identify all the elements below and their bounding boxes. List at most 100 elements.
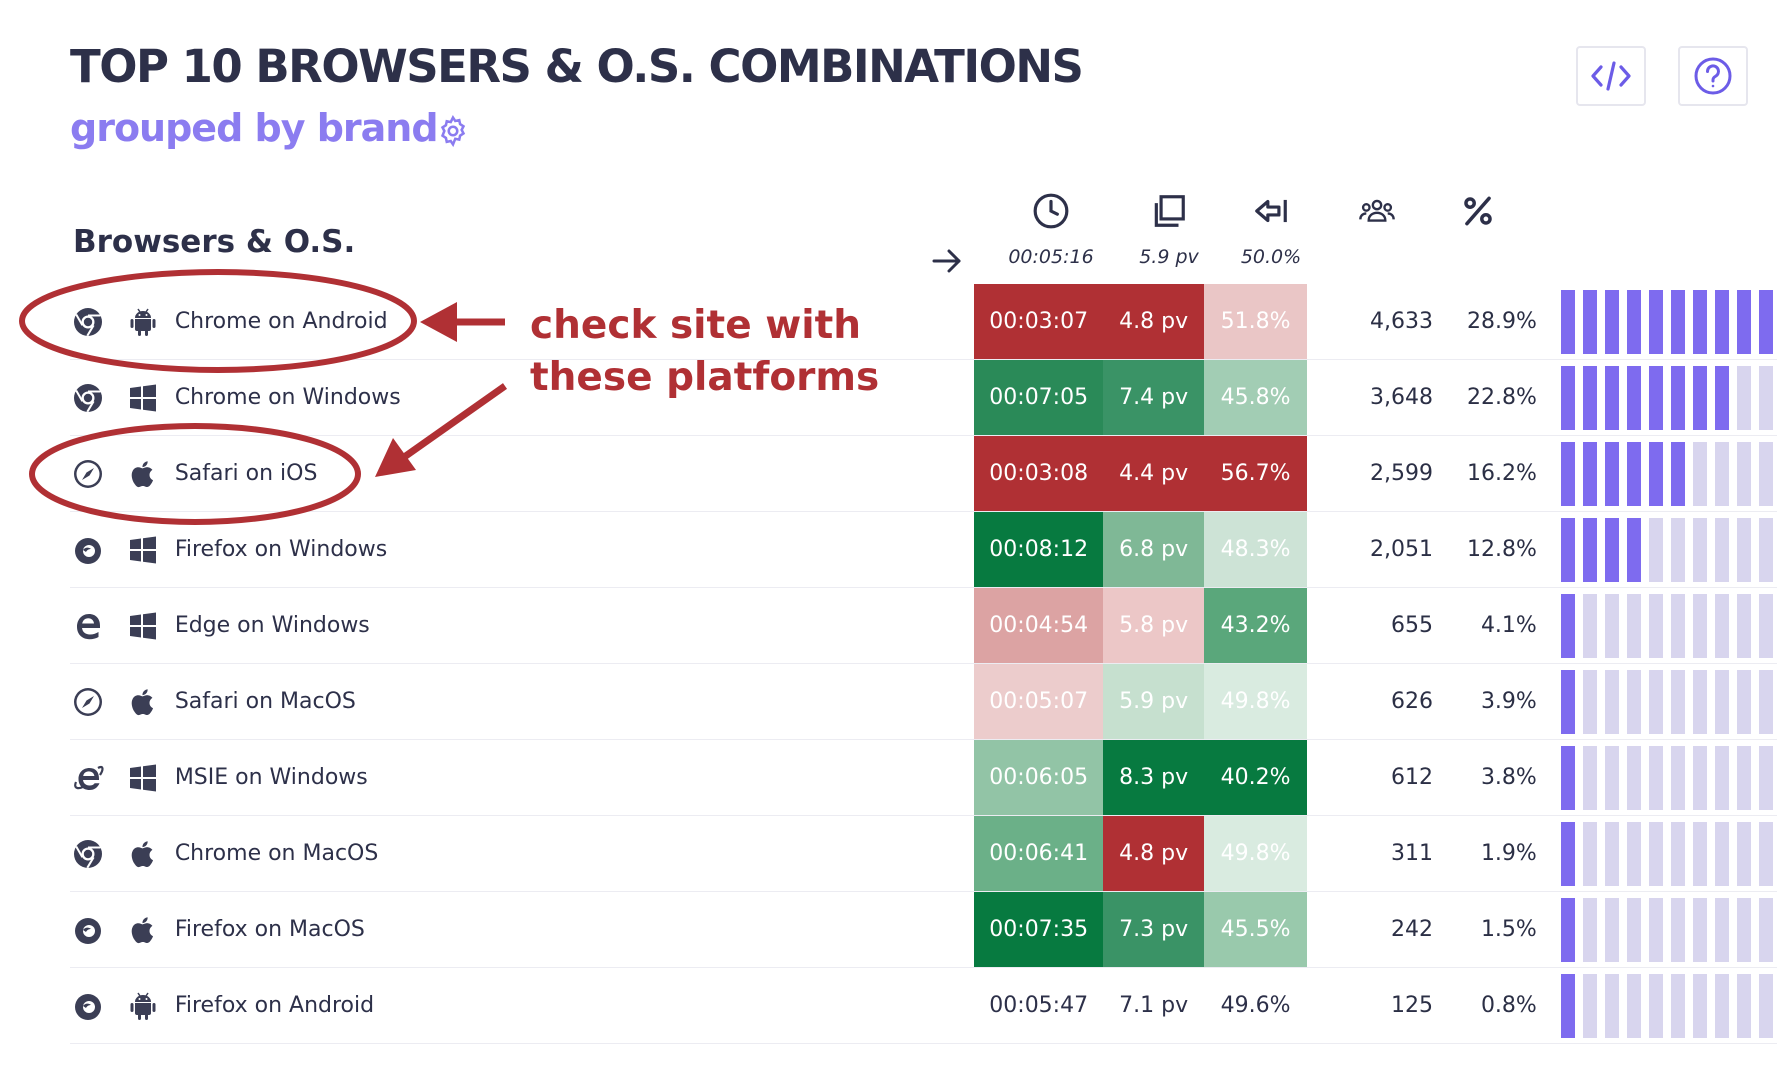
share-bar-segment (1561, 365, 1576, 430)
column-bounce-rate[interactable]: 50.0% (1218, 192, 1324, 268)
share-bar (1561, 435, 1777, 512)
column-percentage[interactable] (1425, 192, 1531, 268)
share-bar-segment (1649, 897, 1664, 962)
share-bar-segment (1627, 669, 1642, 734)
share-bar-segment (1715, 897, 1730, 962)
share-bar-segment (1649, 593, 1664, 658)
clock-icon (1033, 193, 1069, 229)
share-bar-segment (1627, 593, 1642, 658)
share-bar-segment (1715, 289, 1730, 354)
table-row[interactable]: Firefox on MacOS 00:07:35 7.3 pv 45.5% 242 1.… (70, 891, 1777, 968)
table-row[interactable]: Firefox on Android 00:05:47 7.1 pv 49.6% 125… (70, 967, 1777, 1044)
time-on-site: 00:07:05 (974, 359, 1104, 436)
time-on-site: 00:03:08 (974, 435, 1104, 512)
table-row[interactable]: Safari on iOS 00:03:08 4.4 pv 56.7% 2,599 16.… (70, 435, 1777, 512)
question-icon (1694, 57, 1732, 95)
share-bar-segment (1605, 973, 1620, 1038)
annotation-text: check site with these platforms (530, 300, 879, 404)
platform-name[interactable]: Safari on iOS (174, 435, 975, 512)
embed-button[interactable] (1576, 46, 1646, 106)
share-bar-segment (1759, 365, 1774, 430)
msie-icon (72, 762, 104, 794)
share-bar-segment (1759, 593, 1774, 658)
share-bar-segment (1649, 365, 1664, 430)
share-bar-segment (1627, 897, 1642, 962)
share-bar (1561, 284, 1777, 360)
column-pageviews[interactable]: 5.9 pv (1116, 192, 1222, 268)
table-row[interactable]: Chrome on Windows 00:07:05 7.4 pv 45.8% 3,64… (70, 359, 1777, 436)
table-row[interactable]: Edge on Windows 00:04:54 5.8 pv 43.2% 655 4.1… (70, 587, 1777, 664)
share-bar-segment (1693, 973, 1708, 1038)
platform-name[interactable]: Chrome on MacOS (174, 815, 975, 892)
share-bar-segment (1649, 745, 1664, 810)
os-icon-cell (125, 663, 175, 740)
platform-name[interactable]: Firefox on Windows (174, 511, 975, 588)
share-bar-segment (1583, 973, 1598, 1038)
visitors-count: 242 (1307, 891, 1433, 968)
share-bar-segment (1561, 441, 1576, 506)
share-bar-segment (1737, 821, 1752, 886)
pages-icon (1154, 195, 1185, 227)
column-time-on-site[interactable]: 00:05:16 (998, 192, 1104, 268)
table-row[interactable]: MSIE on Windows 00:06:05 8.3 pv 40.2% 612 3.8… (70, 739, 1777, 816)
share-bar (1561, 967, 1777, 1044)
arrow-right-icon[interactable] (930, 246, 964, 276)
share-bar-segment (1715, 745, 1730, 810)
gear-icon[interactable] (436, 114, 470, 148)
percentage: 16.2% (1432, 435, 1537, 512)
share-bar-segment (1693, 441, 1708, 506)
help-button[interactable] (1678, 46, 1748, 106)
share-bar-segment (1627, 517, 1642, 582)
time-on-site: 00:07:35 (974, 891, 1104, 968)
share-bar-segment (1583, 593, 1598, 658)
os-icon-cell (125, 967, 175, 1044)
bounce-rate: 51.8% (1204, 284, 1307, 360)
browser-icon-cell (70, 511, 126, 588)
percentage: 12.8% (1432, 511, 1537, 588)
share-bar-segment (1715, 669, 1730, 734)
bounce-icon (1255, 199, 1287, 223)
table-row[interactable]: Safari on MacOS 00:05:07 5.9 pv 49.8% 626 3.9… (70, 663, 1777, 740)
visitors-count: 612 (1307, 739, 1433, 816)
share-bar-segment (1715, 821, 1730, 886)
share-bar-segment (1737, 669, 1752, 734)
os-icon-cell (125, 359, 175, 436)
percentage: 3.8% (1432, 739, 1537, 816)
table-row[interactable]: Chrome on Android 00:03:07 4.8 pv 51.8% 4,63… (70, 284, 1777, 360)
share-bar-segment (1649, 289, 1664, 354)
bounce-rate: 45.5% (1204, 891, 1307, 968)
visitors-count: 4,633 (1307, 284, 1433, 360)
time-on-site: 00:06:05 (974, 739, 1104, 816)
browser-icon-cell (70, 891, 126, 968)
platform-name[interactable]: MSIE on Windows (174, 739, 975, 816)
bounce-rate: 49.8% (1204, 663, 1307, 740)
platform-name[interactable]: Safari on MacOS (174, 663, 975, 740)
windows-icon (127, 610, 159, 642)
share-bar-segment (1671, 441, 1686, 506)
percentage: 3.9% (1432, 663, 1537, 740)
table-row[interactable]: Firefox on Windows 00:08:12 6.8 pv 48.3% 2,0… (70, 511, 1777, 588)
share-bar-segment (1693, 897, 1708, 962)
platform-name[interactable]: Firefox on MacOS (174, 891, 975, 968)
table-row[interactable]: Chrome on MacOS 00:06:41 4.8 pv 49.8% 311 1.9… (70, 815, 1777, 892)
os-icon-cell (125, 435, 175, 512)
share-bar-segment (1737, 897, 1752, 962)
os-icon-cell (125, 815, 175, 892)
pageviews: 5.8 pv (1103, 587, 1205, 664)
grouping-subtitle[interactable]: grouped by brand (70, 106, 439, 150)
platform-name[interactable]: Edge on Windows (174, 587, 975, 664)
share-bar-segment (1649, 441, 1664, 506)
share-bar-segment (1715, 973, 1730, 1038)
firefox-icon (72, 534, 104, 566)
percentage: 0.8% (1432, 967, 1537, 1044)
share-bar-segment (1715, 365, 1730, 430)
column-visitors[interactable] (1324, 192, 1430, 268)
share-bar-segment (1649, 821, 1664, 886)
bounce-rate: 43.2% (1204, 587, 1307, 664)
share-bar-segment (1759, 517, 1774, 582)
windows-icon (127, 762, 159, 794)
share-bar-segment (1583, 365, 1598, 430)
platform-name[interactable]: Firefox on Android (174, 967, 975, 1044)
share-bar-segment (1605, 517, 1620, 582)
share-bar-segment (1737, 517, 1752, 582)
